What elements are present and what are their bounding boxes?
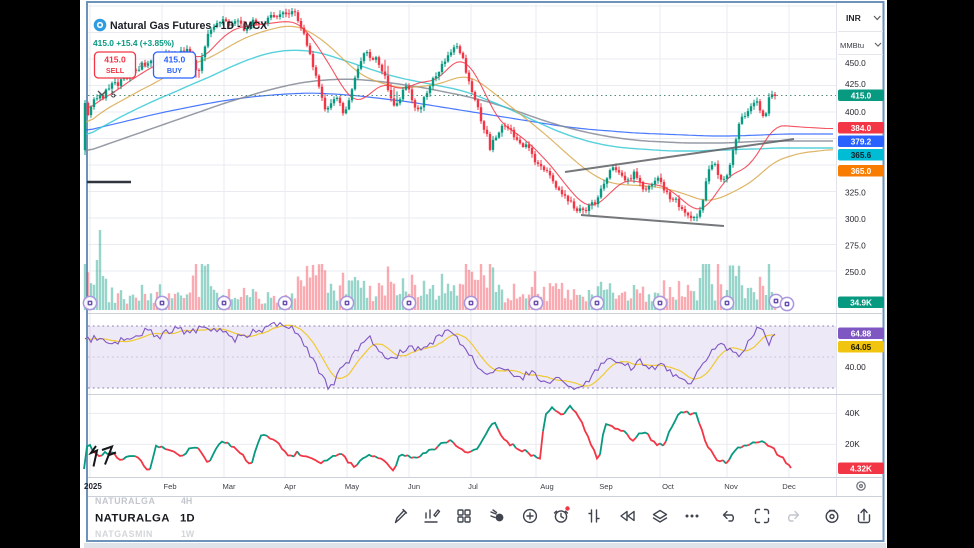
svg-text:Jul: Jul <box>468 482 478 491</box>
svg-text:NATURALGA: NATURALGA <box>95 496 156 506</box>
svg-text:300.0: 300.0 <box>845 214 866 224</box>
svg-text:Nov: Nov <box>724 482 738 491</box>
svg-text:365.6: 365.6 <box>851 151 872 160</box>
svg-text:Apr: Apr <box>284 482 296 491</box>
svg-text:Feb: Feb <box>163 482 176 491</box>
svg-text:Sep: Sep <box>599 482 613 491</box>
svg-text:400.0: 400.0 <box>845 107 866 117</box>
svg-text:64.88: 64.88 <box>851 329 872 338</box>
svg-text:NATGASMIN: NATGASMIN <box>95 529 153 539</box>
svg-text:415.0: 415.0 <box>104 55 126 65</box>
svg-text:Oct: Oct <box>662 482 675 491</box>
svg-text:Dec: Dec <box>782 482 796 491</box>
svg-text:Natural Gas Futures - 1D - MCX: Natural Gas Futures - 1D - MCX <box>110 20 267 32</box>
svg-text:1D: 1D <box>180 513 195 525</box>
svg-text:Jun: Jun <box>408 482 420 491</box>
svg-text:275.0: 275.0 <box>845 241 866 251</box>
svg-text:415.0: 415.0 <box>851 91 872 100</box>
svg-text:325.0: 325.0 <box>845 188 866 198</box>
svg-text:Aug: Aug <box>540 482 554 491</box>
svg-text:365.0: 365.0 <box>851 167 872 176</box>
svg-text:Mar: Mar <box>222 482 236 491</box>
svg-text:384.0: 384.0 <box>851 124 872 133</box>
svg-text:415.0: 415.0 <box>164 55 186 65</box>
svg-text:64.05: 64.05 <box>851 343 872 352</box>
svg-text:May: May <box>345 482 360 491</box>
svg-text:4H: 4H <box>181 496 192 506</box>
svg-text:MMBtu: MMBtu <box>840 41 864 50</box>
svg-text:379.2: 379.2 <box>851 137 872 146</box>
svg-text:SELL: SELL <box>106 66 125 75</box>
svg-text:NATURALGA: NATURALGA <box>95 513 170 525</box>
svg-text:0.0: 0.0 <box>139 62 149 69</box>
svg-text:1W: 1W <box>181 529 195 539</box>
svg-text:415.0 +15.4 (+3.85%): 415.0 +15.4 (+3.85%) <box>93 38 174 48</box>
svg-text:INR: INR <box>846 13 862 23</box>
svg-text:40.00: 40.00 <box>845 362 866 372</box>
svg-text:250.0: 250.0 <box>845 267 866 277</box>
svg-text:450.0: 450.0 <box>845 58 866 68</box>
svg-text:40K: 40K <box>845 408 860 418</box>
svg-text:4.32K: 4.32K <box>850 464 872 473</box>
svg-text:2025: 2025 <box>84 482 102 491</box>
svg-text:20K: 20K <box>845 439 860 449</box>
svg-text:BUY: BUY <box>167 66 182 75</box>
svg-text:5: 5 <box>111 90 116 100</box>
svg-text:34.9K: 34.9K <box>850 298 872 307</box>
svg-text:425.0: 425.0 <box>845 79 866 89</box>
